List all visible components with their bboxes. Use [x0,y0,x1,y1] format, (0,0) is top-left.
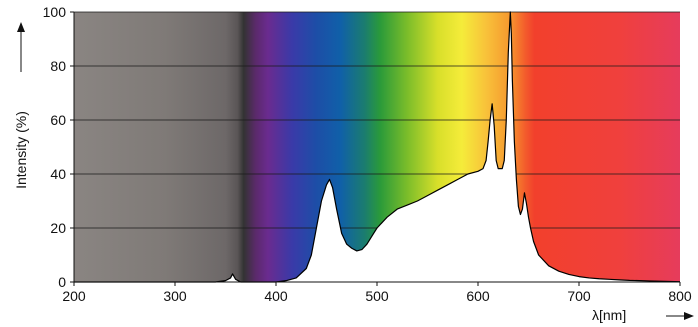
grid-lines [74,11,680,229]
data-layer [74,11,681,283]
x-axis-title-group: λ[nm] [592,307,694,323]
y-tick-label-100: 100 [43,4,67,20]
x-tick-label-500: 500 [365,288,389,304]
x-tick-label-600: 600 [466,288,490,304]
x-tick-label-400: 400 [264,288,288,304]
x-axis-arrow-head [684,312,694,320]
tick-labels: 0 20 40 60 80 100 200 300 400 500 600 700 800 [43,4,692,304]
x-tick-label-700: 700 [567,288,591,304]
y-axis-title-group: Intensity (%) [13,22,29,189]
series-0-line [74,11,681,283]
y-axis-arrow-head [17,22,25,32]
x-tick-label-200: 200 [62,288,86,304]
y-axis-label: Intensity (%) [13,111,29,189]
y-tick-label-80: 80 [50,58,66,74]
y-tick-label-0: 0 [58,274,66,290]
x-axis-label: λ[nm] [592,307,626,323]
x-tick-label-800: 800 [668,288,692,304]
y-tick-label-20: 20 [50,220,66,236]
y-tick-label-60: 60 [50,112,66,128]
y-tick-label-40: 40 [50,166,66,182]
x-tick-label-300: 300 [163,288,187,304]
